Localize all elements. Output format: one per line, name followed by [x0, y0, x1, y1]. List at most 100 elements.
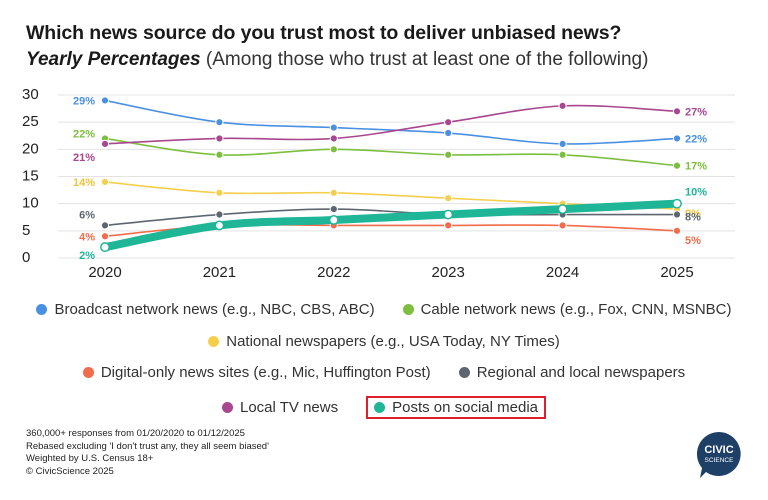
- end-label-local-tv-news: 27%: [685, 106, 707, 118]
- civicscience-logo: CIVIC SCIENCE: [696, 431, 741, 478]
- logo-text-civic: CIVIC: [704, 444, 733, 456]
- legend-marker: [208, 336, 220, 347]
- data-point-digital-only-news-sites: [100, 232, 110, 241]
- series-line-local-tv-news: [104, 104, 678, 145]
- data-point-posts-on-social-media: [672, 198, 682, 209]
- data-point-local-tv-news: [100, 139, 110, 148]
- end-label-regional-and-local-newspapers: 8%: [685, 212, 701, 224]
- footnote-line: Rebased excluding 'I don't trust any, th…: [26, 440, 269, 452]
- data-point-broadcast-network-news: [329, 123, 338, 132]
- legend-item-digital-only-news-sites: Digital-only news sites (e.g., Mic, Huff…: [82, 364, 431, 381]
- legend-label: Posts on social media: [392, 399, 538, 416]
- legend-label: Cable network news (e.g., Fox, CNN, MSNB…: [420, 301, 732, 318]
- legend-marker: [36, 304, 48, 315]
- chart-title: Which news source do you trust most to d…: [26, 22, 622, 44]
- data-point-cable-network-news: [558, 150, 567, 159]
- end-label-national-newspapers: 9%: [685, 208, 701, 220]
- start-label-broadcast-network-news: 29%: [73, 95, 95, 107]
- series-line-posts-on-social-media: [101, 199, 681, 252]
- data-point-broadcast-network-news: [100, 96, 110, 105]
- series-line-regional-and-local-newspapers: [104, 208, 678, 227]
- start-label-digital-only-news-sites: 4%: [79, 231, 95, 243]
- legend-marker: [458, 367, 470, 378]
- data-point-local-tv-news: [215, 134, 224, 143]
- chart-subtitle: Yearly Percentages (Among those who trus…: [26, 49, 648, 71]
- data-point-regional-and-local-newspapers: [100, 221, 110, 230]
- legend-row: Broadcast network news (e.g., NBC, CBS, …: [0, 301, 768, 318]
- footnote: 360,000+ responses from 01/20/2020 to 01…: [26, 428, 269, 478]
- data-point-broadcast-network-news: [558, 139, 567, 148]
- end-label-cable-network-news: 17%: [685, 161, 707, 173]
- legend-item-broadcast-network-news: Broadcast network news (e.g., NBC, CBS, …: [36, 301, 375, 318]
- data-point-posts-on-social-media: [328, 215, 339, 225]
- legend-row: Local TV news Posts on social media: [0, 396, 768, 419]
- data-point-digital-only-news-sites: [672, 226, 682, 235]
- start-label-local-tv-news: 21%: [73, 152, 95, 164]
- data-point-national-newspapers: [100, 177, 110, 187]
- logo-text-science: SCIENCE: [705, 457, 735, 464]
- data-point-regional-and-local-newspapers: [215, 210, 224, 219]
- data-point-regional-and-local-newspapers: [329, 205, 338, 214]
- subtitle-text: (Among those who trust at least one of t…: [205, 49, 649, 70]
- legend-row: National newspapers (e.g., USA Today, NY…: [0, 333, 768, 350]
- x-tick-label: 2025: [660, 264, 693, 281]
- legend-label: Local TV news: [239, 399, 339, 416]
- legend-marker: [221, 402, 233, 413]
- legend-item-cable-network-news: Cable network news (e.g., Fox, CNN, MSNB…: [402, 301, 732, 318]
- series-line-national-newspapers: [104, 181, 678, 210]
- series-line-cable-network-news: [104, 137, 678, 167]
- footnote-line: Weighted by U.S. Census 18+: [26, 453, 154, 464]
- y-tick-label: 30: [22, 86, 39, 103]
- legend-item-national-newspapers: National newspapers (e.g., USA Today, NY…: [208, 333, 560, 350]
- x-tick-label: 2024: [546, 264, 579, 281]
- legend-marker: [402, 304, 414, 315]
- data-point-posts-on-social-media: [443, 209, 454, 220]
- legend-row: Digital-only news sites (e.g., Mic, Huff…: [0, 364, 768, 381]
- x-tick-label: 2021: [203, 264, 236, 281]
- y-tick-label: 0: [22, 249, 30, 266]
- data-point-national-newspapers: [444, 194, 453, 203]
- end-label-broadcast-network-news: 22%: [685, 133, 707, 145]
- data-point-broadcast-network-news: [444, 128, 453, 138]
- footnote-line: 360,000+ responses from 01/20/2020 to 01…: [26, 428, 245, 439]
- start-label-regional-and-local-newspapers: 6%: [79, 209, 95, 221]
- x-tick-label: 2022: [317, 264, 350, 281]
- start-label-posts-on-social-media: 2%: [79, 250, 95, 262]
- subtitle-emphasis: Yearly Percentages: [26, 49, 201, 70]
- legend-label: National newspapers (e.g., USA Today, NY…: [226, 333, 560, 350]
- data-point-cable-network-news: [444, 150, 453, 159]
- data-point-posts-on-social-media: [557, 204, 568, 215]
- y-tick-label: 20: [22, 140, 39, 157]
- legend-label: Digital-only news sites (e.g., Mic, Huff…: [100, 364, 431, 381]
- data-point-cable-network-news: [329, 145, 338, 154]
- legend-item-posts-on-social-media: Posts on social media: [366, 396, 546, 419]
- data-point-local-tv-news: [672, 107, 682, 116]
- x-tick-label: 2020: [88, 264, 121, 281]
- data-point-national-newspapers: [215, 188, 224, 197]
- end-label-digital-only-news-sites: 5%: [685, 235, 701, 247]
- start-label-national-newspapers: 14%: [73, 177, 95, 189]
- legend-label: Broadcast network news (e.g., NBC, CBS, …: [54, 301, 375, 318]
- data-point-digital-only-news-sites: [558, 221, 567, 230]
- y-tick-label: 15: [22, 168, 39, 185]
- legend-item-regional-and-local-newspapers: Regional and local newspapers: [458, 364, 686, 381]
- start-label-cable-network-news: 22%: [73, 128, 95, 140]
- data-point-cable-network-news: [215, 150, 224, 159]
- y-tick-label: 10: [22, 195, 39, 212]
- data-point-regional-and-local-newspapers: [672, 210, 682, 219]
- data-point-cable-network-news: [672, 161, 682, 170]
- legend-label: Regional and local newspapers: [476, 364, 686, 381]
- data-point-posts-on-social-media: [100, 242, 110, 253]
- footnote-line: © CivicScience 2025: [26, 465, 114, 477]
- legend-item-local-tv-news: Local TV news: [221, 396, 339, 419]
- data-point-local-tv-news: [558, 101, 567, 110]
- data-point-local-tv-news: [444, 118, 453, 127]
- data-point-posts-on-social-media: [214, 220, 225, 231]
- y-tick-label: 5: [22, 222, 30, 239]
- series-line-broadcast-network-news: [104, 99, 678, 145]
- data-point-digital-only-news-sites: [444, 221, 453, 230]
- legend-marker: [82, 367, 94, 378]
- data-point-broadcast-network-news: [672, 134, 682, 143]
- data-point-local-tv-news: [329, 134, 338, 143]
